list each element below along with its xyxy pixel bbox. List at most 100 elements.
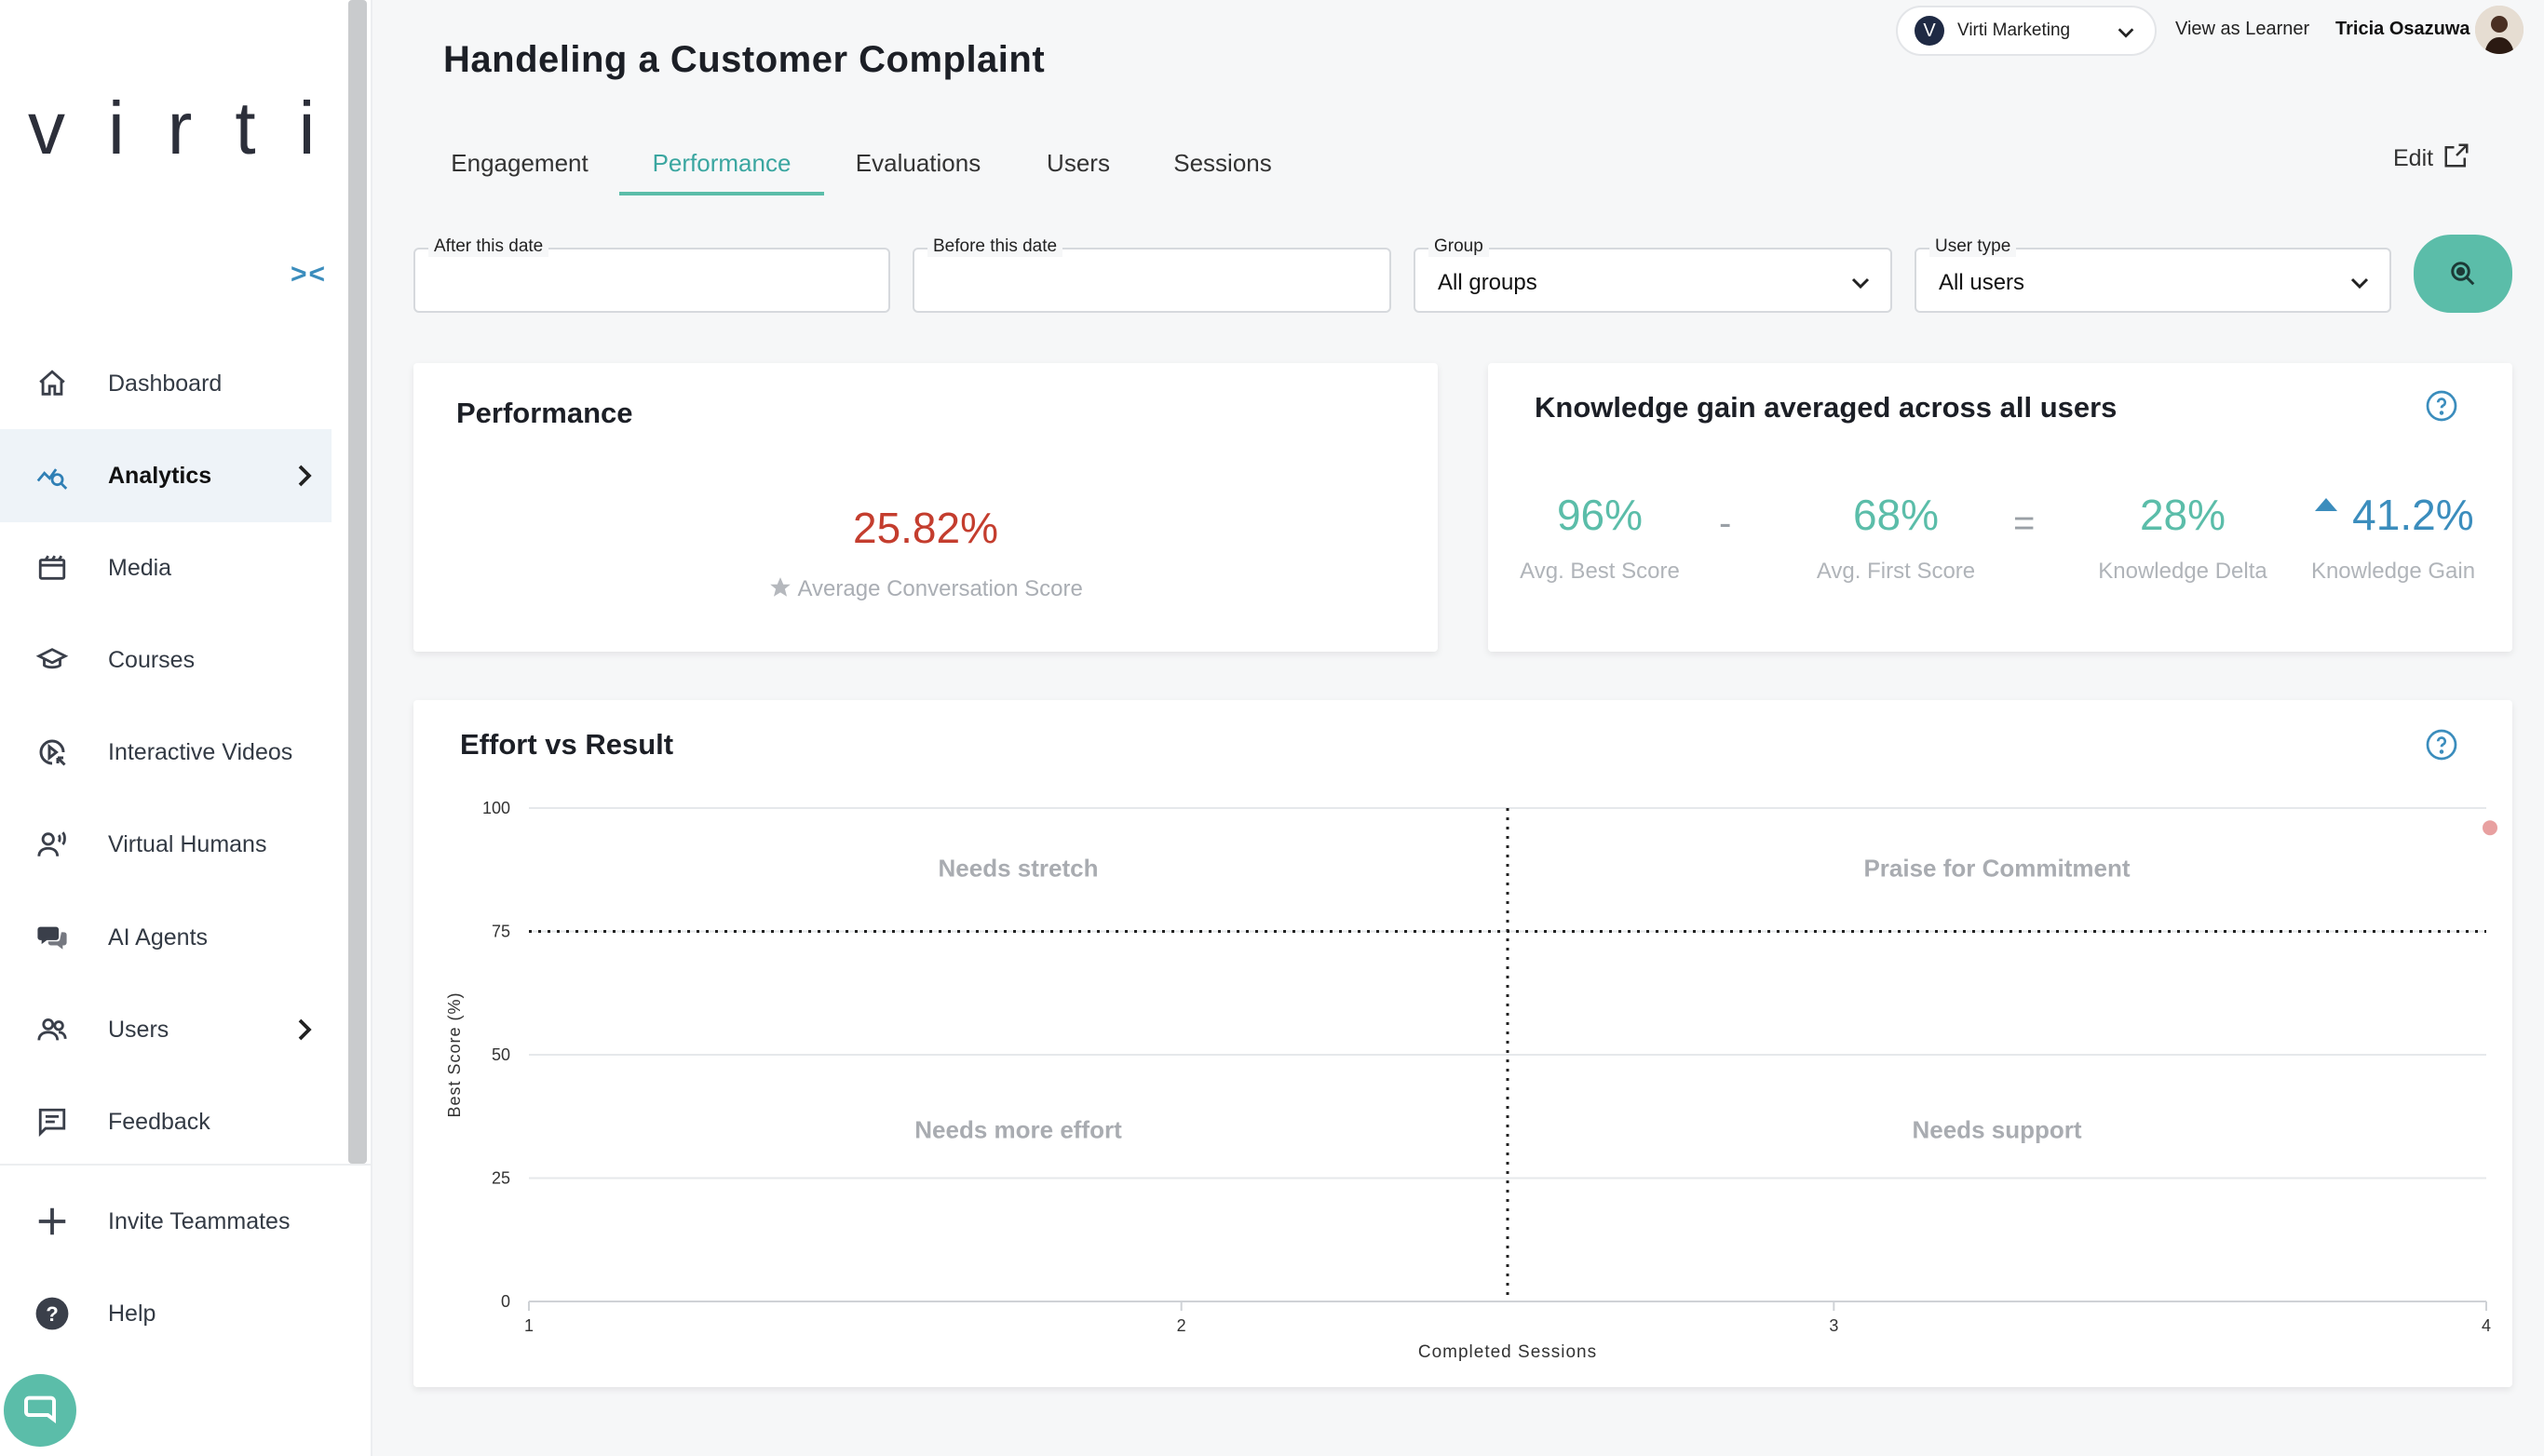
- chevron-right-icon: [291, 459, 318, 492]
- avg-first-score-value: 68%: [1852, 491, 1940, 539]
- equals-operator: =: [2013, 503, 2036, 544]
- knowledge-gain-card: Knowledge gain averaged across all users…: [1488, 363, 2512, 652]
- user-type-select[interactable]: User type All users: [1915, 236, 2391, 313]
- sidebar-item-label: Interactive Videos: [108, 738, 293, 765]
- quadrant-label-bottom-right: Needs support: [1912, 1116, 2081, 1144]
- y-tick-label: 100: [482, 799, 510, 817]
- knowledge-delta-value: 28%: [2139, 491, 2226, 539]
- view-as-learner-link[interactable]: View as Learner: [2175, 19, 2310, 39]
- group-label: Group: [1428, 236, 1489, 257]
- help-circle-icon[interactable]: [2425, 389, 2458, 423]
- feedback-icon: [34, 1103, 71, 1140]
- x-tick-label: 3: [1829, 1316, 1838, 1335]
- chevron-down-icon: [2116, 22, 2136, 43]
- sidebar-item-help[interactable]: ? Help: [0, 1267, 332, 1360]
- organization-select[interactable]: V Virti Marketing: [1896, 6, 2157, 56]
- performance-value: 25.82%: [852, 504, 998, 552]
- sidebar-divider: [0, 1164, 371, 1166]
- sidebar-item-label: Users: [108, 1016, 169, 1043]
- sidebar-item-label: Courses: [108, 646, 196, 673]
- org-name: Virti Marketing: [1957, 20, 2071, 40]
- tab-evaluations[interactable]: Evaluations: [855, 148, 981, 177]
- sidebar-item-media[interactable]: Media: [0, 521, 332, 614]
- sidebar-item-label: Help: [108, 1300, 156, 1327]
- knowledge-gain-value-row: 41.2%: [2281, 490, 2505, 540]
- y-axis-label: Best Score (%): [445, 991, 464, 1117]
- sidebar-item-invite-teammates[interactable]: Invite Teammates: [0, 1175, 332, 1268]
- knowledge-gain-value: 41.2%: [2352, 491, 2474, 539]
- knowledge-gain-label: Knowledge Gain: [2310, 559, 2476, 584]
- interactive-video-icon: [34, 734, 71, 771]
- x-tick-label: 4: [2482, 1316, 2491, 1335]
- svg-text:?: ?: [46, 1302, 59, 1326]
- help-circle-icon[interactable]: [2425, 728, 2458, 762]
- page-title: Handeling a Customer Complaint: [443, 39, 1046, 80]
- sidebar-item-analytics[interactable]: Analytics: [0, 429, 332, 522]
- users-icon: [34, 1011, 71, 1048]
- sidebar-scrollbar[interactable]: [348, 0, 367, 1164]
- user-avatar[interactable]: [2475, 6, 2524, 54]
- knowledge-gain-stat: 41.2% Knowledge Gain: [2281, 490, 2505, 585]
- sidebar-item-label: Invite Teammates: [108, 1207, 291, 1234]
- arrow-up-icon: [2312, 491, 2352, 539]
- tab-engagement[interactable]: Engagement: [451, 148, 589, 177]
- chevron-down-icon: [2348, 272, 2371, 294]
- quadrant-label-bottom-left: Needs more effort: [914, 1116, 1122, 1144]
- avg-first-score-stat: 68% Avg. First Score: [1784, 490, 2008, 585]
- chevron-down-icon: [1849, 272, 1872, 294]
- sidebar-item-feedback[interactable]: Feedback: [0, 1075, 332, 1168]
- after-date-field[interactable]: After this date: [413, 236, 890, 313]
- sidebar-item-interactive-videos[interactable]: Interactive Videos: [0, 706, 332, 799]
- y-tick-label: 25: [492, 1169, 510, 1188]
- before-date-field[interactable]: Before this date: [913, 236, 1391, 313]
- x-tick-label: 1: [524, 1316, 534, 1335]
- sidebar: virti >< Dashboard Analytics Media: [0, 0, 372, 1456]
- virti-logo: virti: [28, 87, 359, 169]
- group-select[interactable]: Group All groups: [1414, 236, 1892, 313]
- data-point: [2483, 820, 2497, 836]
- home-icon: [34, 365, 71, 402]
- avg-best-score-label: Avg. Best Score: [1520, 559, 1680, 584]
- minus-operator: -: [1719, 503, 1732, 544]
- chat-launcher-button[interactable]: [4, 1374, 76, 1447]
- sidebar-item-label: Virtual Humans: [108, 830, 267, 857]
- y-tick-label: 50: [492, 1045, 510, 1064]
- graduation-cap-icon: [34, 641, 71, 679]
- sidebar-item-virtual-humans[interactable]: Virtual Humans: [0, 798, 332, 891]
- chat-bubbles-icon: [34, 919, 71, 956]
- quadrant-label-top-left: Needs stretch: [939, 855, 1099, 883]
- avg-best-score-stat: 96% Avg. Best Score: [1488, 490, 1712, 585]
- active-tab-indicator: [619, 192, 824, 195]
- sidebar-item-ai-agents[interactable]: AI Agents: [0, 891, 332, 984]
- performance-label-row: Average Conversation Score: [413, 575, 1438, 602]
- star-icon: [768, 576, 797, 601]
- chevron-right-icon: [291, 1013, 318, 1046]
- virtual-human-icon: [34, 826, 71, 863]
- search-button[interactable]: [2414, 235, 2512, 313]
- edit-label: Edit: [2393, 145, 2434, 171]
- tab-users[interactable]: Users: [1047, 148, 1110, 177]
- tab-performance[interactable]: Performance: [652, 148, 792, 177]
- knowledge-delta-stat: 28% Knowledge Delta: [2071, 490, 2294, 585]
- sidebar-item-courses[interactable]: Courses: [0, 613, 332, 707]
- sidebar-item-label: Dashboard: [108, 370, 223, 397]
- user-type-value: All users: [1939, 270, 2025, 295]
- performance-title: Performance: [456, 397, 633, 429]
- y-tick-label: 0: [501, 1292, 510, 1311]
- sidebar-item-users[interactable]: Users: [0, 983, 332, 1076]
- collapse-arrows-icon[interactable]: ><: [291, 259, 328, 290]
- effort-vs-result-title: Effort vs Result: [460, 728, 674, 761]
- effort-vs-result-chart: 0 25 50 75 100 1 2 3 4 Needs stretch Praise for Co…: [445, 799, 2497, 1362]
- user-name[interactable]: Tricia Osazuwa: [2335, 19, 2470, 39]
- sidebar-item-label: Feedback: [108, 1108, 210, 1135]
- y-tick-label: 75: [492, 923, 510, 941]
- sidebar-item-label: AI Agents: [108, 923, 209, 950]
- group-value: All groups: [1438, 270, 1537, 295]
- tab-sessions[interactable]: Sessions: [1173, 148, 1272, 177]
- sidebar-item-dashboard[interactable]: Dashboard: [0, 337, 332, 430]
- performance-card: Performance 25.82% Average Conversation …: [413, 363, 1438, 652]
- plus-icon: [34, 1203, 71, 1240]
- edit-link[interactable]: Edit: [2393, 142, 2470, 176]
- analytics-icon: [34, 457, 71, 494]
